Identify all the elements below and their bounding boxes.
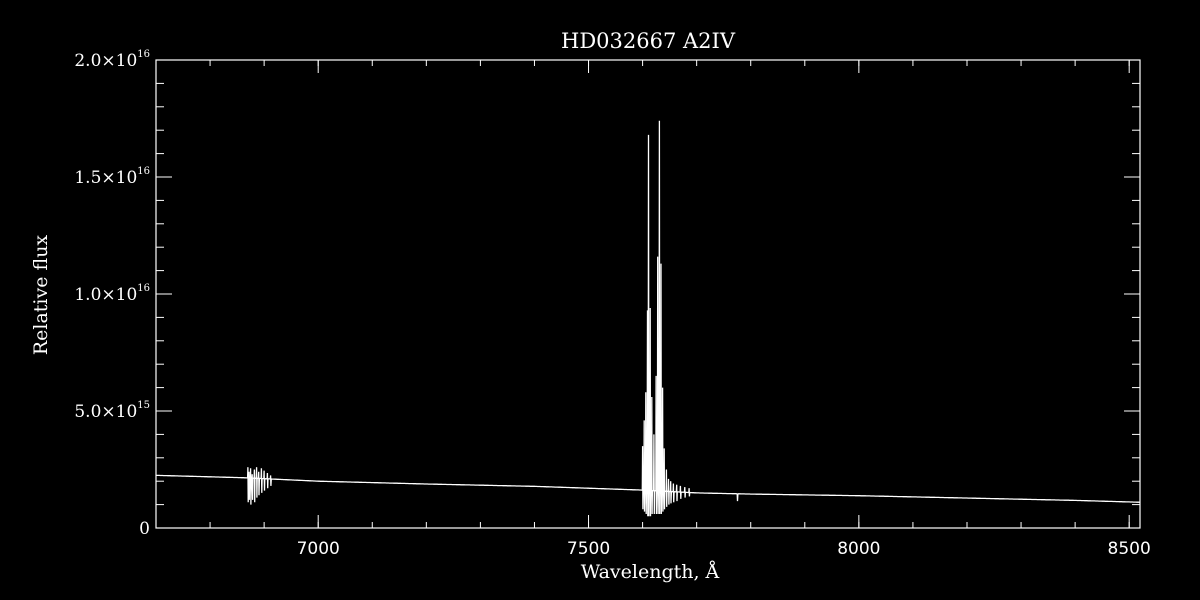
plot-area [156,120,1141,517]
x-tick-label: 8500 [1108,539,1151,559]
y-tick-label: 2.0×1016 [74,49,150,71]
y-axis-label: Relative flux [30,235,52,356]
axes: 7000 7500 8000 8500 0 5.0×1015 1.0×1016 1.5×101… [74,49,1150,559]
y-tick-label: 1.5×1016 [74,166,150,188]
y-tick-label: 5.0×1015 [74,400,150,422]
x-tick-label: 8000 [837,539,880,559]
spectrum-line [156,120,1141,517]
x-tick-label: 7500 [567,539,610,559]
y-tick-label: 0 [139,519,150,539]
y-tick-label: 1.0×1016 [74,283,150,305]
x-axis-label: Wavelength, Å [581,561,720,583]
chart-title: HD032667 A2IV [561,29,736,53]
x-tick-label: 7000 [297,539,340,559]
